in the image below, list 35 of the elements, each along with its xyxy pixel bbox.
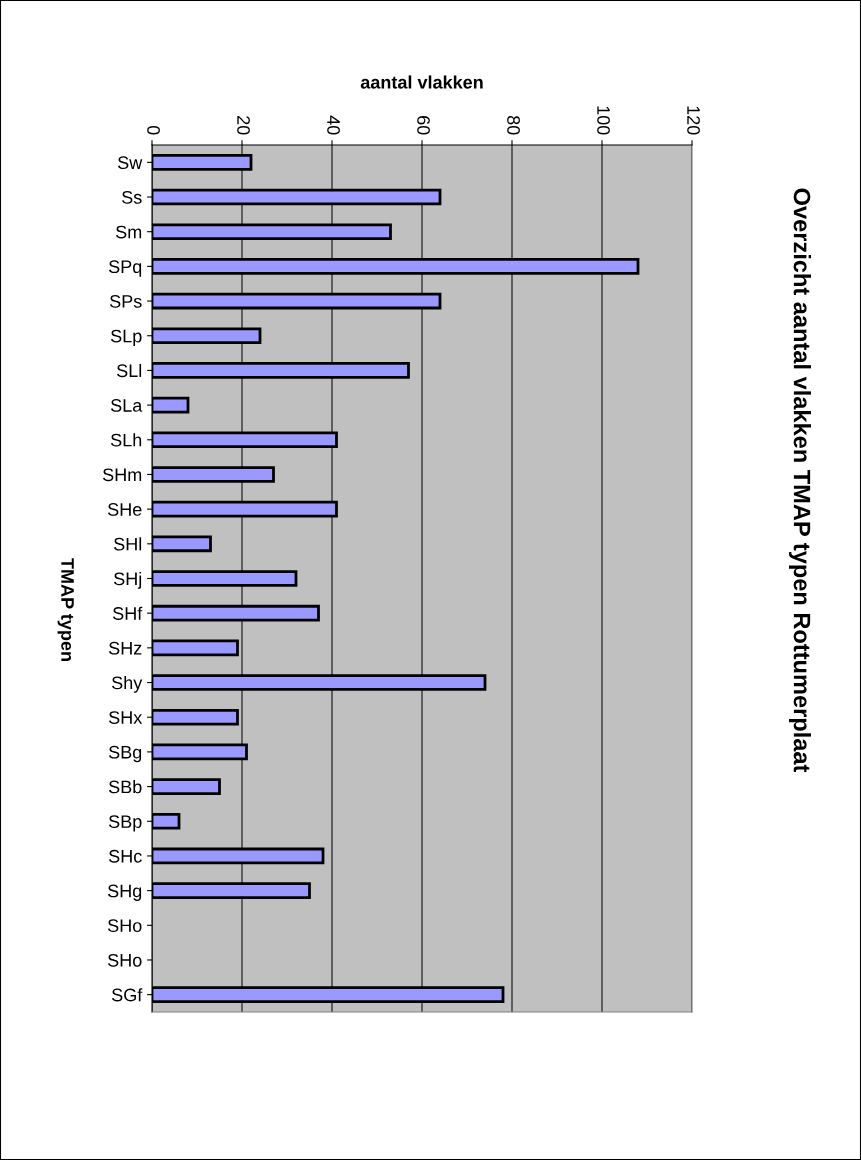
y-axis-title: TMAP typen [57, 558, 74, 661]
y-tick-label: SPq [108, 260, 142, 277]
y-tick-label: Sw [118, 156, 143, 170]
y-tick-label: SGf [112, 988, 143, 1002]
x-tick-label: 80 [507, 115, 520, 135]
y-tick-label: SHf [113, 606, 143, 620]
x-tick-label: 120 [687, 106, 700, 135]
x-tick-label: 20 [237, 116, 250, 135]
y-tick-label: SLa [110, 399, 143, 412]
y-tick-label: SLl [117, 363, 142, 378]
text: Overzicht aantal vlakken TMAP typen Rottumerplaat [788, 188, 812, 773]
x-tick-label: 100 [597, 106, 610, 135]
y-tick-label: SHj [114, 571, 142, 589]
y-tick-label: SPs [109, 294, 142, 308]
y-tick-label: SBb [108, 780, 142, 794]
y-tick-label: SHm [102, 468, 142, 482]
y-tick-label: SLp [110, 329, 142, 347]
y-tick-label: SHc [108, 849, 142, 863]
y-tick-label: SHo [107, 919, 142, 933]
y-tick-label: Ss [122, 190, 142, 204]
x-tick-label: 40 [327, 115, 340, 135]
y-tick-label: SHo [107, 953, 142, 967]
y-tick-label: Sm [116, 225, 142, 239]
y-tick-label: SHz [108, 641, 142, 655]
x-tick-label: 60 [417, 116, 430, 135]
y-tick-label: SHg [107, 884, 142, 901]
y-tick-label: Shy [111, 676, 143, 693]
y-tick-label: SHl [114, 537, 142, 551]
y-tick-label: SHe [107, 503, 142, 516]
y-tick-label: SBg [108, 745, 142, 763]
y-tick-label: SHx [108, 711, 143, 724]
x-tick-label: 0 [147, 125, 160, 135]
x-axis-title: aantal vlakken [360, 75, 483, 89]
y-tick-label: SLh [110, 433, 142, 447]
y-tick-label: SBp [108, 815, 142, 832]
